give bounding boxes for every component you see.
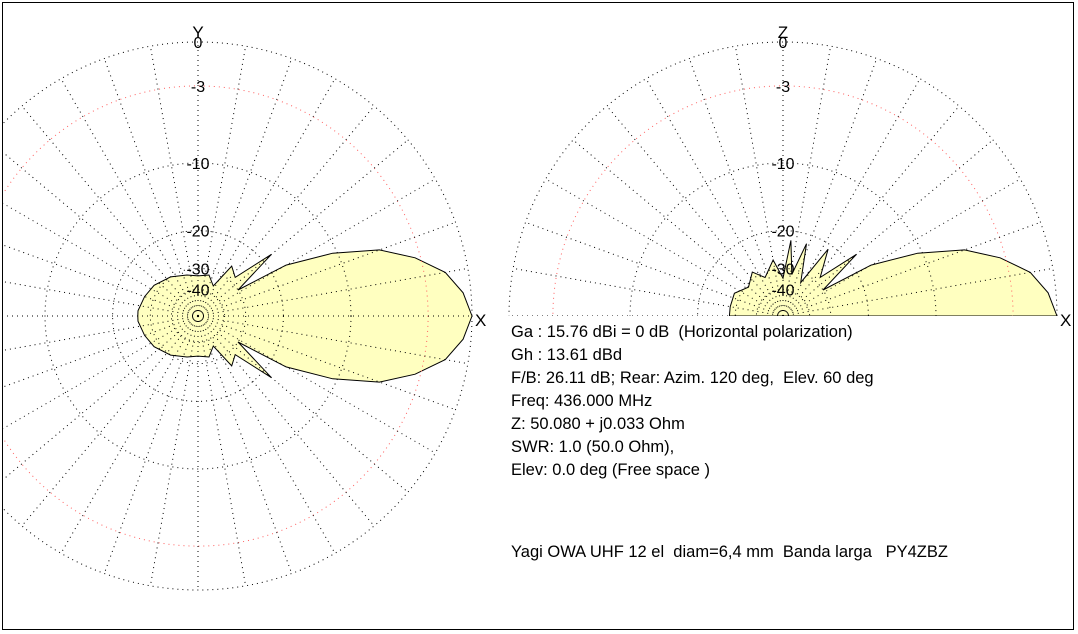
grid-spoke [21,315,199,527]
ring-label: -3 [776,79,790,96]
grid-spoke [197,315,436,454]
grid-spoke [197,315,247,586]
grid-spoke [197,315,456,411]
grid-spoke [782,267,1053,316]
grid-spoke [103,315,199,574]
grid-spoke [197,58,293,317]
grid-spoke [197,315,468,365]
grid-spoke [3,151,199,317]
grid-spoke [572,139,784,316]
grid-spoke [782,178,1021,316]
grid-spoke [513,267,784,316]
grid-spoke [149,315,199,586]
grid-spoke [3,244,199,317]
ring-label: 0 [779,35,788,52]
ring-label: -40 [186,282,209,299]
grid-ring [629,162,937,316]
elevation-polar-chart: 0 -3 -10 -20 -30 -40 Z X [508,23,1071,330]
grid-spoke [545,178,784,316]
grid-spoke [197,315,293,574]
gain-readout: Ga : 15.76 dBi = 0 dB (Horizontal polari… [511,323,853,341]
grid-spoke [197,221,456,317]
ring-label: -20 [771,224,794,241]
grid-spoke [197,78,336,317]
grid-spoke [197,178,436,317]
grid-spoke [103,58,199,317]
grid-spoke [783,315,784,316]
ring-label: -20 [186,224,209,241]
grid-ring [149,267,247,365]
axis-label-top: Y [192,23,203,42]
elevation-readout: Elev: 0.0 deg (Free space ) [511,461,711,479]
grid-spoke [782,315,783,316]
front-back-readout: F/B: 26.11 dB; Rear: Azim. 120 deg, Elev… [511,369,874,387]
grid-spoke [782,78,921,316]
impedance-readout: Z: 50.080 + j0.033 Ohm [511,415,685,433]
swr-readout: SWR: 1.0 (50.0 Ohm), [511,438,675,456]
azimuth-polar-chart: 0 -3 -10 -20 -30 -40 Y X [3,23,486,591]
grid-spoke [606,105,784,316]
grid-spoke [783,315,784,316]
grid-spoke [525,221,784,316]
grid-spoke [60,78,199,317]
grid-spoke [60,315,199,554]
grid-spoke [197,315,375,527]
grid-ring [755,288,811,316]
ring-label: -40 [771,282,794,299]
ring-label: -30 [771,261,794,278]
grid-ring [170,288,226,344]
grid-spoke [782,139,994,316]
ring-label: -30 [186,261,209,278]
grid-spoke [3,315,199,351]
grid-spoke [3,315,199,388]
grid-spoke [645,78,784,316]
frequency-readout: Freq: 436.000 MHz [511,392,653,410]
polar-plots: 0 -3 -10 -20 -30 -40 Y X 0 -3 -10 -20 -30 -40 Z X [3,23,1071,591]
grid-spoke [782,315,783,316]
grid-spoke [197,267,468,317]
grid-spoke [3,281,199,317]
gh-readout: Gh : 13.61 dBd [511,346,622,364]
axis-label-right: X [1060,311,1071,330]
grid-spoke [782,46,832,316]
ring-label: -10 [771,156,794,173]
grid-spoke [3,315,199,430]
grid-spoke [197,105,375,317]
azimuth-grid [3,41,473,591]
grid-spoke [3,202,199,317]
grid-spoke [197,315,409,493]
grid-spoke [734,46,784,316]
grid-spoke [21,105,199,317]
grid-spoke [782,58,878,316]
grid-ring [508,41,1058,316]
grid-spoke [149,46,199,317]
grid-spoke [688,58,784,316]
grid-spoke [197,139,409,317]
grid-spoke [783,315,784,316]
grid-spoke [3,315,199,481]
grid-spoke [782,105,960,316]
elevation-pattern-lobe [728,240,1058,316]
grid-spoke [782,221,1041,316]
grid-spoke [783,315,784,316]
antenna-title: Yagi OWA UHF 12 el diam=6,4 mm Banda lar… [511,543,948,561]
grid-ring [44,162,352,470]
ring-label: 0 [194,35,203,52]
ring-label: -10 [186,156,209,173]
axis-label-top: Z [778,23,788,42]
grid-spoke [197,315,336,554]
elevation-grid [508,41,1058,316]
axis-label-right: X [475,311,486,330]
ring-label: -3 [191,79,205,96]
grid-spoke [197,46,247,317]
grid-ring [3,41,473,591]
grid-ring [734,267,832,316]
